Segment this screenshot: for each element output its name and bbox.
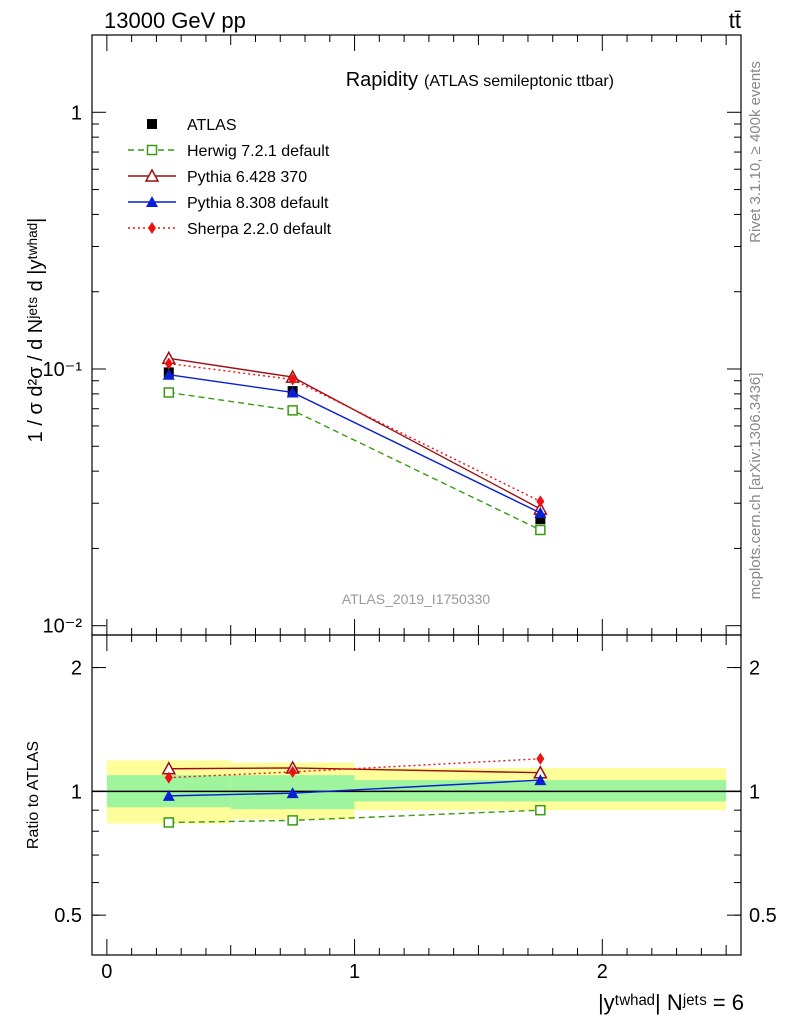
rivet-version-label: Rivet 3.1.10, ≥ 400k events <box>747 61 764 243</box>
legend-marker-sherpa <box>148 222 156 234</box>
header-process-label: tt̄ <box>729 8 741 33</box>
ratio-series-group <box>161 752 548 828</box>
ratio-point-herwig-1 <box>287 815 298 826</box>
main-point-sherpa-0 <box>164 357 173 370</box>
ratio-ytick-label-right-0: 2 <box>749 658 760 680</box>
analysis-watermark: ATLAS_2019_I1750330 <box>342 591 491 607</box>
ratio-y-axis-label: Ratio to ATLAS <box>25 741 42 849</box>
ratio-point-pythia8-2 <box>534 774 547 786</box>
main-line-pythia8 <box>168 374 541 514</box>
ratio-point-herwig-2 <box>535 804 546 816</box>
ratio-ytick-label-2: 0.5 <box>54 905 82 927</box>
ratio-point-sherpa-2 <box>536 752 545 765</box>
ratio-panel: 2 2 1 1 0.5 0.5 0 1 2 <box>54 634 777 983</box>
x-tick-label-2: 2 <box>597 961 608 983</box>
x-tick-label-1: 1 <box>349 961 360 983</box>
legend-label-pythia6: Pythia 6.428 370 <box>187 169 307 186</box>
ratio-ytick-label-right-2: 0.5 <box>749 905 777 927</box>
main-point-herwig-2 <box>535 524 546 536</box>
legend-marker-pythia8 <box>146 196 158 207</box>
ratio-point-sherpa-0 <box>164 771 173 784</box>
main-line-sherpa <box>168 362 541 503</box>
main-point-pythia8-1 <box>286 386 299 398</box>
header-energy-label: 13000 GeV pp <box>104 8 246 33</box>
x-axis-label: |yᵗʷʰᵃᵈ| Nʲᵉᵗˢ = 6 <box>598 990 744 1015</box>
ratio-line-sherpa <box>168 758 541 779</box>
ratio-point-sherpa-1 <box>288 765 297 778</box>
main-subtitle: (ATLAS semileptonic ttbar) <box>424 73 614 90</box>
legend-label-sherpa: Sherpa 2.2.0 default <box>187 221 332 238</box>
legend-label-pythia8: Pythia 8.308 default <box>187 195 329 212</box>
main-point-pythia8-0 <box>162 368 175 380</box>
ratio-ytick-label-0: 2 <box>71 658 82 680</box>
ratio-point-pythia8-1 <box>286 787 299 799</box>
legend-marker-herwig <box>146 144 158 156</box>
main-y-axis-label: 1 / σ d²σ / d Nʲᵉᵗˢ d |yᵗʷʰᵃᵈ| <box>25 218 47 443</box>
main-point-herwig-0 <box>163 387 175 398</box>
ratio-point-pythia8-0 <box>162 789 175 801</box>
main-title: Rapidity <box>346 69 418 91</box>
main-point-pythia8-2 <box>534 506 547 518</box>
legend-label-herwig: Herwig 7.2.1 default <box>187 143 330 160</box>
legend-marker-pythia6 <box>144 168 160 182</box>
main-point-sherpa-2 <box>536 495 545 508</box>
main-point-herwig-1 <box>287 405 298 416</box>
ratio-ytick-label-right-1: 1 <box>749 781 760 803</box>
main-point-atlas-2 <box>535 514 546 525</box>
mcplots-label: mcplots.cern.ch [arXiv:1306.3436] <box>747 373 764 600</box>
legend-marker-atlas <box>147 119 157 129</box>
main-ytick-label-0: 1 <box>71 102 82 124</box>
main-series-group <box>161 350 548 536</box>
main-line-herwig <box>168 391 541 531</box>
main-point-sherpa-1 <box>288 373 297 386</box>
ratio-point-herwig-0 <box>163 817 175 828</box>
legend-label-atlas: ATLAS <box>187 117 237 134</box>
x-tick-label-0: 0 <box>101 961 112 983</box>
ratio-frame <box>91 634 742 956</box>
main-ytick-label-1: 10⁻¹ <box>43 359 83 381</box>
main-ytick-label-2: 10⁻² <box>43 616 83 638</box>
legend: ATLAS Herwig 7.2.1 default Pythia 6.428 37… <box>128 117 332 238</box>
ratio-ytick-label-1: 1 <box>71 781 82 803</box>
